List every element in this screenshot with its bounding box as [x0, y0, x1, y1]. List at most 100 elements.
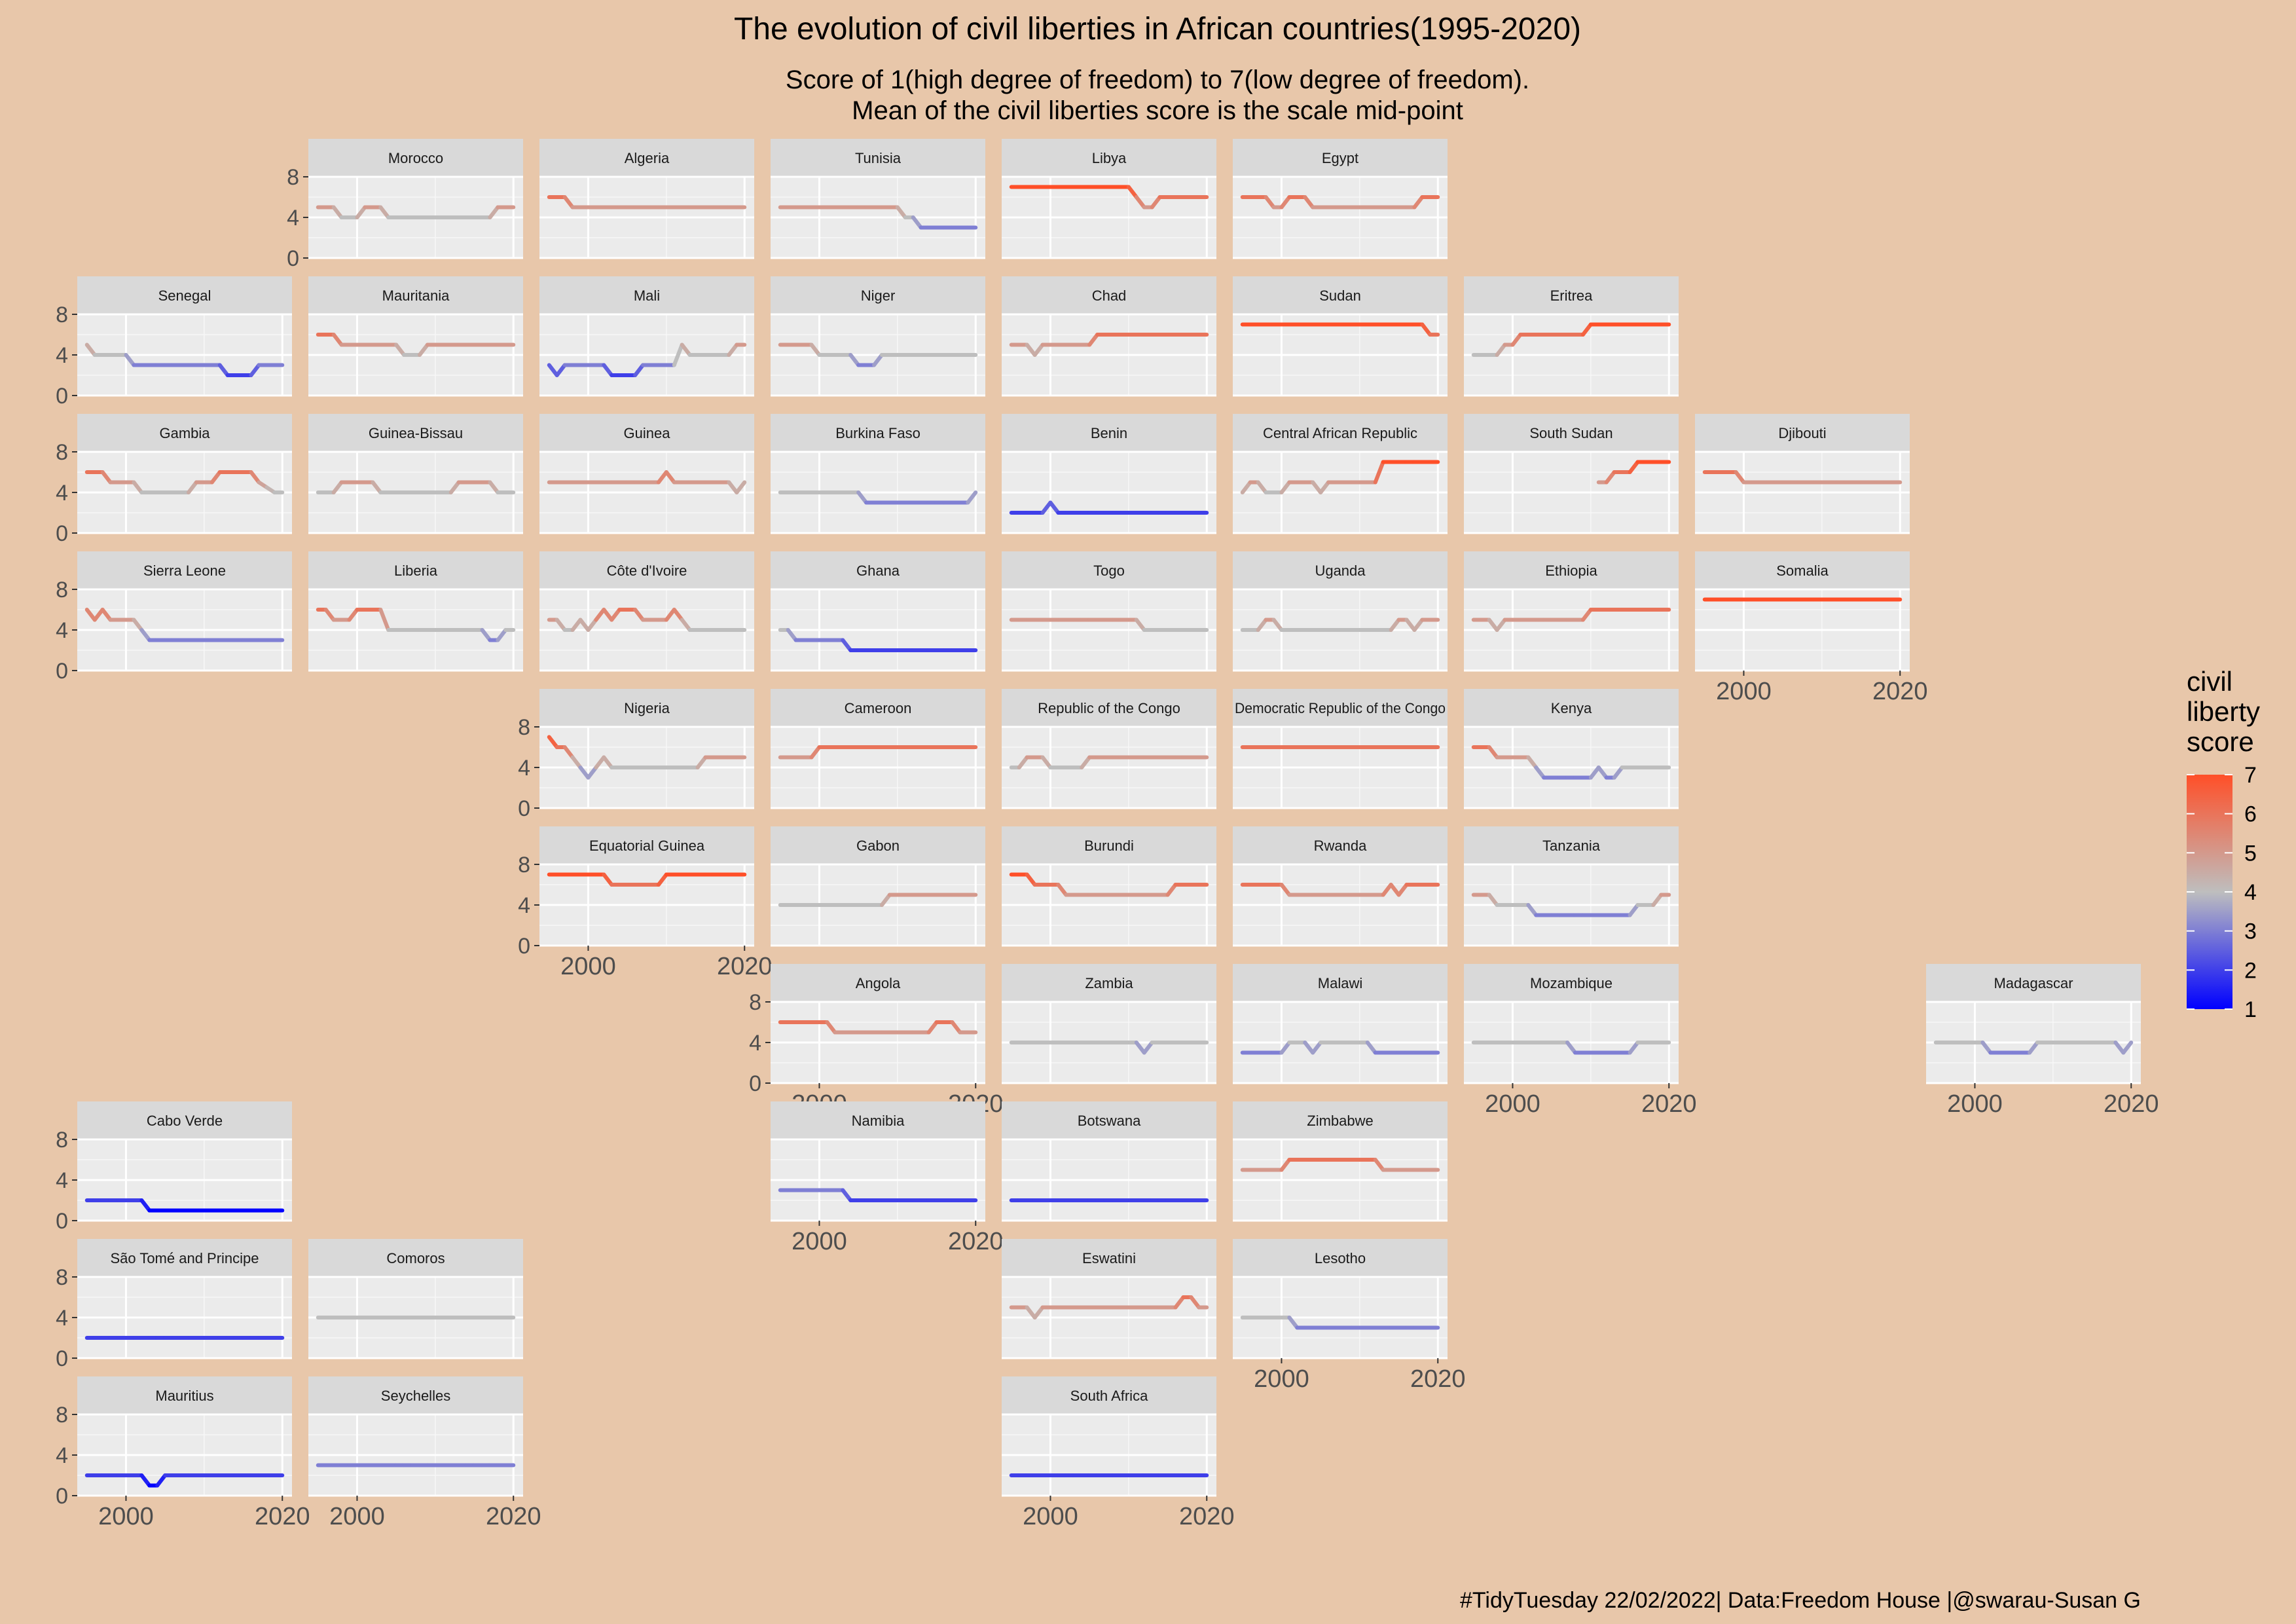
series-line-segment: [1165, 883, 1178, 897]
panel-strip: [1233, 826, 1448, 864]
series-line-segment: [1389, 883, 1401, 897]
panel-strip: [771, 826, 985, 864]
panel-strip-label: Lesotho: [1315, 1250, 1366, 1266]
y-tick-label: 8: [56, 1403, 68, 1428]
series-line-segment: [1565, 1041, 1577, 1055]
y-tick-label: 4: [56, 618, 68, 643]
panel-strip: [1464, 826, 1679, 864]
x-tick-label: 2020: [717, 953, 773, 980]
series-line-segment: [610, 608, 622, 622]
series-line-segment: [1373, 1158, 1385, 1172]
panel-mauritius: Mauritius 0 4 8 2000 2020: [56, 1376, 310, 1530]
panel-strip-label: Eritrea: [1550, 287, 1594, 304]
series-line-segment: [879, 893, 892, 907]
series-line-segment: [1287, 1316, 1300, 1330]
series-line-segment: [1025, 872, 1037, 887]
panel-strip-label: Mozambique: [1530, 975, 1613, 991]
panel-central-african-republic: Central African Republic: [1233, 414, 1448, 534]
series-line-segment: [1628, 1041, 1640, 1055]
legend-tick-label: 7: [2244, 763, 2257, 788]
y-tick-label: 4: [56, 1168, 68, 1193]
panel-strip-label: Senegal: [158, 287, 211, 304]
panel-strip: [539, 551, 754, 589]
panel-strip: [77, 551, 292, 589]
panel-strip-label: Seychelles: [381, 1388, 450, 1404]
panel-strip: [1002, 689, 1216, 727]
panel-strip-label: Gabon: [856, 838, 900, 854]
series-line-segment: [1279, 1041, 1292, 1055]
series-line-segment: [680, 618, 692, 632]
panel-cote-d-ivoire: Côte d'Ivoire: [539, 551, 754, 672]
x-tick-label: 2020: [1872, 678, 1928, 705]
panel-republic-of-the-congo: Republic of the Congo: [1002, 689, 1216, 809]
panel-strip: [1695, 551, 1910, 589]
panel-sierra-leone: Sierra Leone 0 4 8: [56, 551, 292, 684]
series-line-segment: [1087, 333, 1100, 347]
legend-tick-label: 3: [2244, 919, 2257, 944]
panel-rwanda: Rwanda: [1233, 826, 1448, 947]
series-line-segment: [695, 755, 708, 769]
series-line-segment: [633, 363, 646, 377]
panel-strip: [1002, 1101, 1216, 1139]
series-line-segment: [1256, 480, 1268, 494]
series-line-segment: [656, 470, 668, 485]
series-line-segment: [856, 490, 869, 505]
panel-strip: [539, 689, 754, 727]
series-line-segment: [570, 755, 583, 769]
panel-strip-label: Mauritius: [155, 1388, 213, 1404]
y-tick-label: 4: [56, 1306, 68, 1331]
series-line-segment: [1420, 322, 1432, 337]
x-tick-label: 2000: [1947, 1090, 2003, 1118]
y-tick-label: 0: [56, 1484, 68, 1509]
series-line-segment: [586, 618, 598, 632]
series-line-segment: [895, 205, 907, 219]
series-line-segment: [1412, 195, 1425, 210]
series-line-segment: [100, 608, 113, 622]
panel-strip-label: Cameroon: [845, 700, 912, 716]
series-line-segment: [347, 608, 359, 622]
panel-strip-label: Equatorial Guinea: [589, 838, 705, 854]
series-line-segment: [1596, 766, 1609, 780]
panel-togo: Togo: [1002, 551, 1216, 672]
panel-strip: [1233, 1101, 1448, 1139]
series-line-segment: [2121, 1041, 2134, 1055]
panel-strip-label: South Sudan: [1529, 425, 1613, 441]
panel-strip-label: Somalia: [1776, 563, 1829, 579]
panel-niger: Niger: [771, 276, 985, 397]
panel-gambia: Gambia 0 4 8: [56, 414, 292, 546]
panel-libya: Libya: [1002, 139, 1216, 259]
y-tick-label: 8: [56, 1128, 68, 1153]
series-line-segment: [656, 872, 668, 887]
panel-strip-label: Namibia: [852, 1113, 905, 1129]
series-line-segment: [124, 353, 136, 367]
y-tick-label: 4: [287, 206, 299, 231]
panel-liberia: Liberia: [308, 551, 523, 672]
panel-egypt: Egypt: [1233, 139, 1448, 259]
x-tick-label: 2020: [255, 1503, 310, 1530]
series-line-segment: [1580, 608, 1593, 622]
legend-tick-label: 2: [2244, 958, 2257, 983]
series-line-segment: [1588, 766, 1601, 780]
series-line-segment: [547, 735, 559, 749]
panel-strip: [1464, 276, 1679, 314]
series-line-segment: [417, 342, 429, 357]
y-tick-label: 8: [56, 440, 68, 465]
panel-strip-label: Guinea-Bissau: [369, 425, 463, 441]
series-line-segment: [562, 195, 575, 210]
y-tick-label: 0: [56, 1346, 68, 1371]
series-line-segment: [664, 470, 676, 485]
panel-eritrea: Eritrea: [1464, 276, 1679, 397]
panel-strip: [1002, 964, 1216, 1002]
series-line-segment: [331, 205, 344, 219]
series-line-segment: [578, 766, 591, 780]
series-line-segment: [664, 608, 676, 622]
series-line-segment: [950, 1020, 962, 1035]
panel-djibouti: Djibouti: [1695, 414, 1910, 534]
series-line-segment: [872, 353, 884, 367]
panel-strip: [1233, 689, 1448, 727]
panel-senegal: Senegal 0 4 8: [56, 276, 292, 409]
panel-botswana: Botswana: [1002, 1101, 1216, 1222]
series-line-segment: [602, 755, 614, 769]
series-line-segment: [331, 480, 344, 494]
